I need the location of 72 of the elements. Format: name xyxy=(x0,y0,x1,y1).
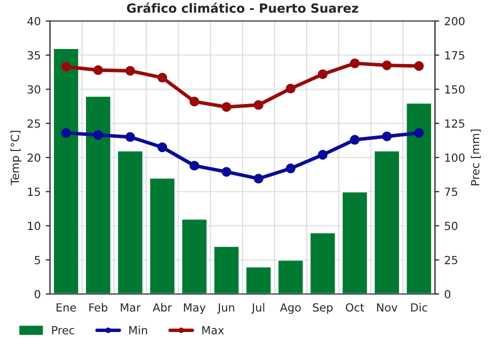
x-tick-label: Dic xyxy=(411,303,428,312)
point xyxy=(254,174,264,184)
point xyxy=(286,164,296,174)
point xyxy=(318,69,328,80)
y-tick-label: 30 xyxy=(28,85,40,94)
bar xyxy=(212,246,240,294)
y2-tick-label: 150 xyxy=(445,85,464,94)
point xyxy=(61,62,71,72)
point xyxy=(382,131,392,142)
y-axis-title: Temp [°C] xyxy=(10,130,22,186)
legend-label: Min xyxy=(129,326,147,334)
point xyxy=(286,84,296,94)
y2-tick-label: 200 xyxy=(444,16,464,26)
point xyxy=(125,66,136,76)
bar xyxy=(309,232,336,294)
x-tick-label: Nov xyxy=(377,303,398,312)
bar xyxy=(405,102,432,294)
point xyxy=(125,132,136,142)
chart-title: Gráfico climático - Puerto Suarez xyxy=(126,2,358,13)
point xyxy=(190,160,200,171)
y-tick-label: 25 xyxy=(28,119,40,128)
point xyxy=(254,100,264,110)
bar xyxy=(180,218,208,294)
bar xyxy=(116,150,144,294)
y-tick-label: 15 xyxy=(28,188,40,196)
point xyxy=(190,96,200,106)
x-tick-label: Feb xyxy=(89,303,108,312)
x-tick-label: Oct xyxy=(346,303,364,312)
point xyxy=(350,134,360,145)
y2-tick-label: 175 xyxy=(445,51,464,60)
x-tick-label: Sep xyxy=(312,303,333,314)
point xyxy=(157,142,168,152)
x-tick-label: Mar xyxy=(120,303,141,312)
y-tick-label: 10 xyxy=(28,222,40,230)
point xyxy=(157,72,168,83)
point xyxy=(414,128,424,138)
bar xyxy=(373,150,400,294)
y-tick-label: 20 xyxy=(28,153,40,162)
point xyxy=(222,166,232,177)
point xyxy=(93,130,103,140)
bar xyxy=(277,259,304,294)
y-tick-label: 35 xyxy=(28,51,40,60)
y2-tick-label: 100 xyxy=(445,153,464,162)
y2-tick-label: 0 xyxy=(444,290,450,298)
y2-tick-label: 125 xyxy=(445,119,464,128)
point xyxy=(350,58,360,68)
y-tick-label: 0 xyxy=(34,290,40,298)
x-tick-label: Abr xyxy=(152,303,172,312)
point xyxy=(222,102,232,112)
point xyxy=(382,60,392,70)
y-tick-label: 40 xyxy=(27,16,40,26)
legend-label: Max xyxy=(202,326,224,334)
point xyxy=(318,150,328,160)
y-tick-label: 5 xyxy=(34,256,40,264)
bar xyxy=(84,95,112,294)
x-tick-label: Ago xyxy=(280,303,301,314)
x-tick-label: Ene xyxy=(56,303,76,312)
point xyxy=(61,128,71,138)
legend-label: Prec xyxy=(52,326,74,334)
bar xyxy=(341,190,368,294)
y2-tick-label: 25 xyxy=(444,256,458,264)
x-tick-label: Jun xyxy=(217,303,234,314)
point xyxy=(414,61,424,71)
y2-axis-title: Prec [mm] xyxy=(470,130,481,186)
bar xyxy=(148,177,176,294)
x-tick-label: May xyxy=(184,303,206,314)
bar xyxy=(245,266,272,294)
y2-tick-label: 50 xyxy=(444,222,458,230)
point xyxy=(93,65,103,75)
y2-tick-label: 75 xyxy=(444,188,458,196)
x-tick-label: Jul xyxy=(251,303,264,314)
bar xyxy=(52,48,80,294)
